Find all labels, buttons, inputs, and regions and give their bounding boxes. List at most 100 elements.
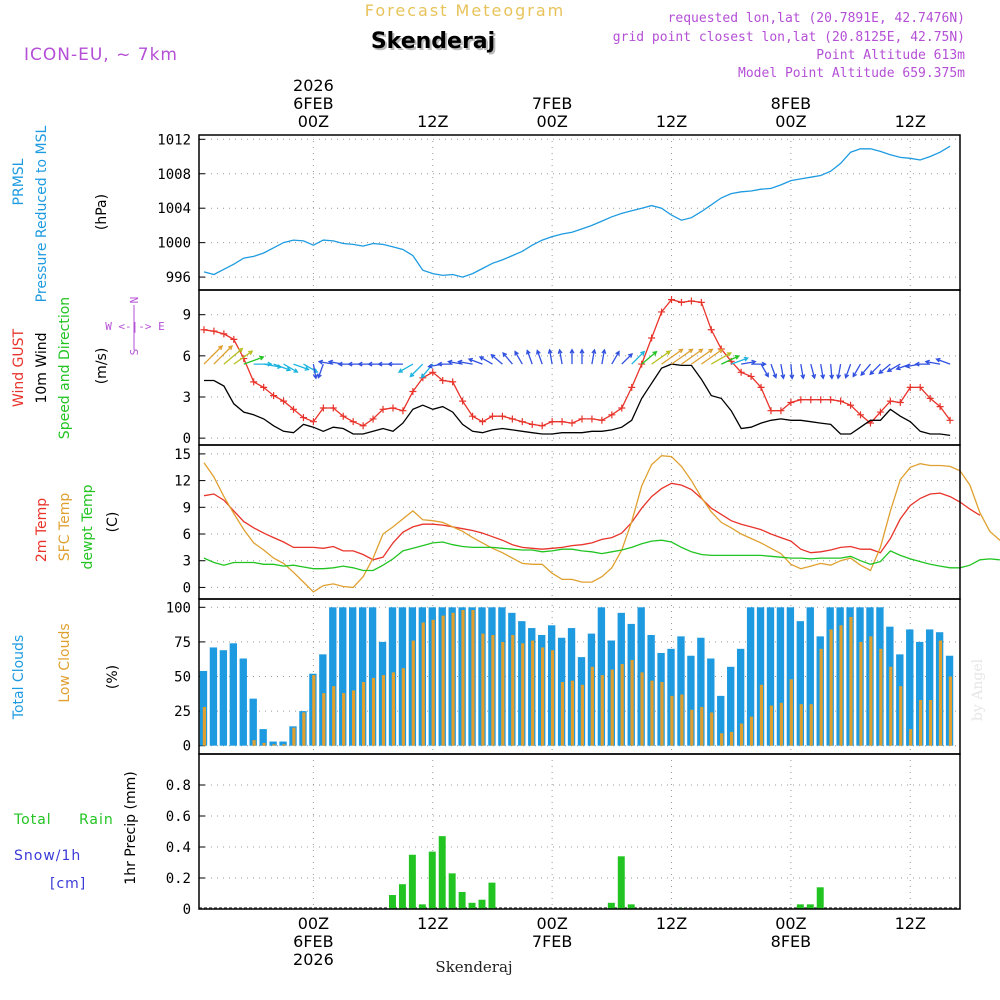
bottom-time-label: 2026 xyxy=(293,950,334,969)
y-tick-label: 0 xyxy=(183,431,191,447)
wind-direction-arrow xyxy=(457,359,473,365)
top-time-label: 12Z xyxy=(895,112,926,131)
y-tick-label: 0.8 xyxy=(166,778,191,794)
total-cloud-bar xyxy=(746,607,755,746)
wind-direction-arrow xyxy=(691,348,714,365)
low-cloud-bar xyxy=(769,705,773,746)
panel-precip: 0 0.2 0.4 0.6 0.8 xyxy=(166,753,961,918)
total-cloud-bar xyxy=(707,658,715,746)
wind-direction-arrow xyxy=(710,352,732,365)
wind-direction-arrow xyxy=(878,363,891,375)
low-cloud-bar xyxy=(600,675,604,746)
gust-marker xyxy=(827,396,835,404)
wind-direction-arrow xyxy=(467,357,483,365)
bottom-time-label: 7FEB xyxy=(532,932,572,951)
series-line-wind-gust xyxy=(203,298,951,427)
y-tick-label: 0.4 xyxy=(166,840,191,856)
low-cloud-bar xyxy=(431,619,435,746)
low-cloud-bar xyxy=(401,668,405,746)
gust-marker xyxy=(528,420,536,428)
wind-direction-arrow xyxy=(751,361,767,367)
low-cloud-bar xyxy=(779,702,783,746)
wind-direction-arrow xyxy=(701,348,724,365)
low-cloud-bar xyxy=(809,704,813,746)
low-cloud-bar xyxy=(630,659,634,746)
wind-direction-arrow xyxy=(502,351,513,365)
gust-marker xyxy=(697,298,705,306)
low-cloud-bar xyxy=(202,706,206,746)
gust-marker xyxy=(588,415,596,423)
total-cloud-bar xyxy=(736,648,745,746)
wind-direction-arrow xyxy=(780,363,786,380)
low-cloud-bar xyxy=(550,650,555,746)
y-tick-label: 75 xyxy=(174,635,191,651)
model-point-altitude: Model Point Altitude 659.375m xyxy=(738,66,965,81)
y-tick-label: 3 xyxy=(183,390,191,406)
gust-marker xyxy=(668,296,676,304)
requested-coordinates: requested lon,lat (20.7891E, 42.7476N) xyxy=(668,11,965,26)
low-cloud-bar xyxy=(521,643,525,746)
gust-marker xyxy=(568,419,576,427)
wind-direction-arrow xyxy=(273,363,292,372)
total-cloud-bar xyxy=(766,607,775,746)
gust-marker xyxy=(230,335,238,343)
panel-temperature: 0 3 6 9 12 15 xyxy=(174,444,1000,600)
wind-direction-arrow xyxy=(730,356,749,365)
total-cloud-bar xyxy=(249,698,257,746)
gust-marker xyxy=(598,416,606,424)
low-cloud-bar xyxy=(471,610,475,746)
temp2m-label: 2m Temp xyxy=(34,498,50,562)
total-cloud-bar xyxy=(925,629,934,746)
top-time-label: 00Z xyxy=(775,112,806,131)
sfctemp-label: SFC Temp xyxy=(57,493,73,562)
wind-direction-arrow xyxy=(547,348,553,365)
total-clouds-label: Total Clouds xyxy=(11,635,27,720)
total-cloud-bar xyxy=(339,607,347,746)
wind-direction-arrow xyxy=(601,348,607,365)
wind-direction-arrow xyxy=(770,363,778,379)
wind-direction-arrow xyxy=(387,361,403,367)
gust-marker xyxy=(886,397,894,405)
y-tick-label: 100 xyxy=(166,600,191,616)
gust-marker xyxy=(876,408,884,416)
low-clouds-label: Low Clouds xyxy=(57,623,73,702)
low-cloud-bar xyxy=(660,682,664,746)
gust-marker xyxy=(658,308,666,316)
gust-marker xyxy=(349,418,357,426)
wind-direction-arrow xyxy=(741,359,757,365)
wind-direction-arrow xyxy=(283,363,299,373)
gust-marker xyxy=(628,383,636,391)
gust-marker xyxy=(737,368,745,376)
rain-label: Rain xyxy=(79,812,114,828)
total-cloud-bar xyxy=(806,607,814,746)
total-cloud-bar xyxy=(697,637,705,746)
low-cloud-bar xyxy=(511,634,515,746)
low-cloud-bar xyxy=(620,664,624,746)
gust-marker xyxy=(677,298,685,306)
total-cloud-bar xyxy=(727,666,735,746)
y-tick-label: 15 xyxy=(174,447,191,463)
wind-direction-arrow xyxy=(829,364,835,380)
credit-watermark: by Angel xyxy=(970,658,986,721)
top-time-label: 8FEB xyxy=(771,94,811,113)
gust-marker xyxy=(916,383,924,391)
low-cloud-bar xyxy=(371,677,376,746)
panel-wind: 0 3 6 9 xyxy=(183,289,961,447)
low-cloud-bar xyxy=(928,700,933,746)
panel-frame xyxy=(198,753,961,910)
wind-direction-arrow xyxy=(641,350,658,365)
wind-direction-arrow xyxy=(293,363,310,371)
y-tick-label: 0.6 xyxy=(166,809,191,825)
wind-direction-arrow xyxy=(490,353,503,365)
low-cloud-bar xyxy=(531,640,535,746)
precip-bar xyxy=(438,836,446,909)
total-cloud-bar xyxy=(786,607,795,746)
gust-marker xyxy=(618,404,626,412)
wind10m-label: 10m Wind xyxy=(34,332,50,403)
y-tick-label: 25 xyxy=(174,704,191,720)
wind-direction-arrow xyxy=(312,363,318,380)
wind-direction-arrow xyxy=(852,363,862,378)
low-cloud-bar xyxy=(799,704,803,746)
y-tick-label: 3 xyxy=(183,554,191,570)
bottom-time-label: 6FEB xyxy=(293,932,333,951)
